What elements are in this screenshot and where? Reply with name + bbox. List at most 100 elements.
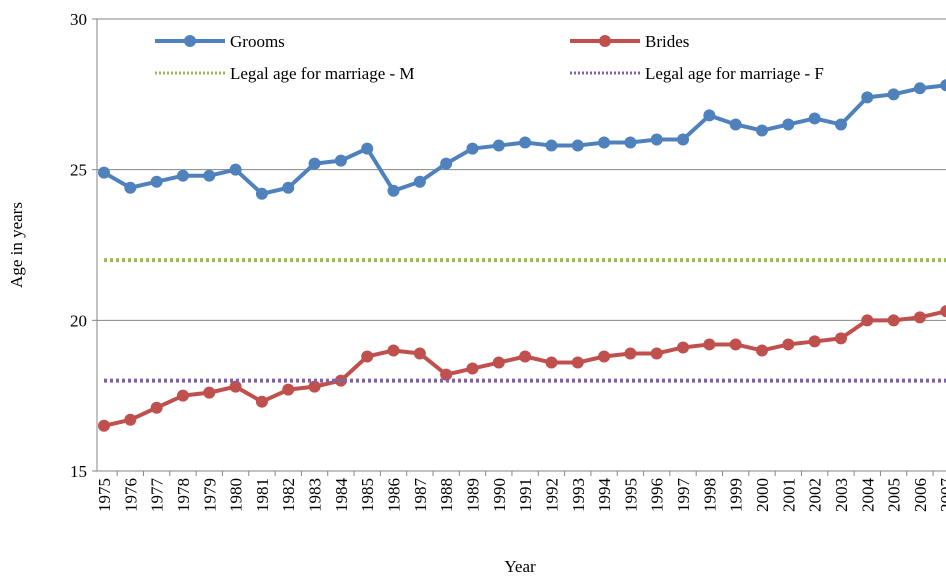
marker xyxy=(492,356,505,369)
legend-marker xyxy=(599,35,611,47)
marker xyxy=(834,118,847,131)
y-tick-label: 30 xyxy=(70,10,87,29)
marker xyxy=(808,335,821,348)
legend-label: Legal age for marriage - F xyxy=(645,64,824,83)
x-tick-label: 2002 xyxy=(806,478,825,512)
x-axis-label: Year xyxy=(504,557,536,576)
x-tick-label: 1987 xyxy=(411,478,430,513)
marker xyxy=(677,133,690,146)
marker xyxy=(466,362,479,375)
marker xyxy=(229,163,242,176)
marker xyxy=(150,401,163,414)
marker xyxy=(571,139,584,152)
x-tick-label: 1976 xyxy=(121,478,140,512)
marker xyxy=(940,79,946,92)
marker xyxy=(203,169,216,182)
marker xyxy=(413,175,426,188)
marker xyxy=(913,311,926,324)
marker xyxy=(782,338,795,351)
marker xyxy=(440,157,453,170)
y-tick-label: 20 xyxy=(70,311,87,330)
x-tick-label: 1975 xyxy=(95,478,114,512)
marker xyxy=(624,136,637,149)
marker xyxy=(255,187,268,200)
x-tick-label: 1986 xyxy=(385,478,404,512)
x-tick-label: 1993 xyxy=(569,478,588,512)
marker xyxy=(387,344,400,357)
marker xyxy=(913,82,926,95)
x-tick-label: 2007 xyxy=(937,478,946,513)
x-tick-label: 1994 xyxy=(595,478,614,513)
x-tick-label: 1984 xyxy=(332,478,351,513)
x-tick-label: 1988 xyxy=(437,478,456,512)
marker xyxy=(229,380,242,393)
marker xyxy=(334,154,347,167)
x-tick-label: 1980 xyxy=(227,478,246,512)
x-tick-label: 1989 xyxy=(463,478,482,512)
marker xyxy=(650,133,663,146)
x-tick-label: 2001 xyxy=(779,478,798,512)
x-tick-label: 1999 xyxy=(727,478,746,512)
x-tick-label: 1983 xyxy=(306,478,325,512)
series-line xyxy=(103,309,946,428)
marker xyxy=(703,338,716,351)
x-tick-label: 1998 xyxy=(700,478,719,512)
marker xyxy=(361,350,374,363)
x-tick-label: 1990 xyxy=(490,478,509,512)
x-tick-label: 2005 xyxy=(885,478,904,512)
x-tick-label: 2004 xyxy=(858,478,877,513)
marker xyxy=(756,344,768,357)
x-tick-label: 1992 xyxy=(542,478,561,512)
marker xyxy=(98,166,110,179)
legend-label: Legal age for marriage - M xyxy=(230,64,415,83)
marker xyxy=(492,139,505,152)
marker xyxy=(176,169,189,182)
marker xyxy=(308,380,321,393)
legend-label: Brides xyxy=(645,32,689,51)
marker xyxy=(940,305,946,318)
marker xyxy=(361,142,374,155)
marker xyxy=(703,109,716,122)
marker xyxy=(124,181,137,194)
marker xyxy=(782,118,795,131)
x-tick-label: 1995 xyxy=(621,478,640,512)
marker xyxy=(413,347,426,360)
marker xyxy=(124,413,137,426)
marker xyxy=(545,139,558,152)
x-tick-label: 1996 xyxy=(648,478,667,512)
x-tick-label: 1978 xyxy=(174,478,193,512)
marker xyxy=(598,350,611,363)
x-tick-label: 1985 xyxy=(358,478,377,512)
y-tick-label: 15 xyxy=(70,462,87,481)
marker xyxy=(677,341,690,354)
marker xyxy=(887,88,900,101)
x-tick-label: 1982 xyxy=(279,478,298,512)
marker xyxy=(650,347,663,360)
marker xyxy=(834,332,847,345)
x-tick-label: 1997 xyxy=(674,478,693,513)
x-tick-label: 1981 xyxy=(253,478,272,512)
marker xyxy=(176,389,189,402)
marker xyxy=(203,386,216,399)
x-tick-label: 1991 xyxy=(516,478,535,512)
y-tick-label: 25 xyxy=(70,161,87,180)
marker xyxy=(519,136,532,149)
marker xyxy=(282,383,295,396)
marker xyxy=(598,136,611,149)
marker xyxy=(729,118,742,131)
marker xyxy=(308,157,321,170)
marker xyxy=(545,356,558,369)
marker xyxy=(861,91,874,104)
y-axis-label: Age in years xyxy=(7,202,26,288)
marker xyxy=(571,356,584,369)
marker xyxy=(624,347,637,360)
legend-marker xyxy=(184,35,196,47)
marker xyxy=(282,181,295,194)
marker xyxy=(729,338,742,351)
marker xyxy=(519,350,532,363)
marker xyxy=(387,184,400,197)
marker xyxy=(756,124,768,137)
marker xyxy=(861,314,874,327)
marker xyxy=(808,112,821,125)
